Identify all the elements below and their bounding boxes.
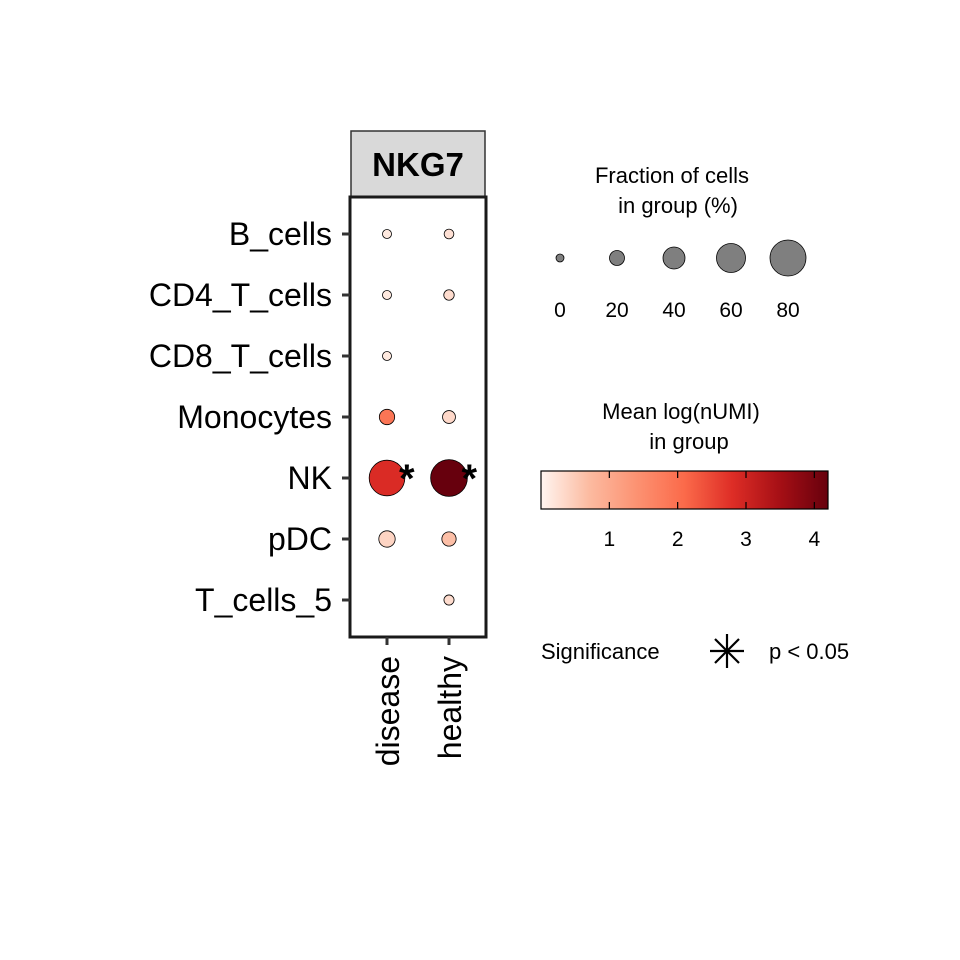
size-legend-label: 60 (719, 299, 742, 322)
significance-marker: * (399, 457, 415, 501)
size-legend-label: 80 (776, 299, 799, 322)
data-point-b-cells-disease (382, 229, 392, 239)
colorbar-label: 4 (808, 528, 820, 551)
x-tick-label-disease: disease (370, 656, 406, 766)
significance-legend-title: Significance (541, 639, 660, 664)
points-layer: * * (368, 228, 478, 606)
y-axis: B_cells CD4_T_cells CD8_T_cells Monocytes NK… (149, 216, 350, 618)
size-legend-keys: 0 20 40 60 80 (554, 239, 807, 322)
size-legend-dot (716, 243, 746, 273)
size-legend-dot (609, 250, 625, 266)
color-legend: Mean log(nUMI) in group 1 2 3 4 (540, 399, 829, 551)
y-tick-label-cd8-t-cells: CD8_T_cells (149, 338, 332, 374)
size-legend-label: 40 (662, 299, 685, 322)
size-legend-dot (662, 246, 686, 270)
significance-marker: * (462, 457, 478, 501)
data-point-t-cells-5-healthy (443, 594, 455, 606)
colorbar (540, 470, 829, 510)
panel-border (348, 195, 488, 639)
y-tick-label-nk: NK (288, 460, 332, 496)
y-tick-label-pdc: pDC (268, 521, 332, 557)
size-legend: Fraction of cells in group (%) 0 20 40 60 80 (554, 163, 807, 322)
x-tick-label-healthy: healthy (432, 656, 468, 759)
data-point-cd4-t-cells-disease (382, 290, 392, 300)
x-axis: disease healthy (370, 637, 468, 766)
facet-strip-label: NKG7 (372, 146, 464, 183)
colorbar-label: 3 (740, 528, 752, 551)
color-legend-title-line2: in group (649, 429, 729, 454)
data-point-pdc-healthy (441, 531, 457, 547)
facet-strip-background (350, 130, 486, 198)
y-tick-label-b-cells: B_cells (229, 216, 332, 252)
colorbar-label: 1 (603, 528, 615, 551)
y-tick-label-monocytes: Monocytes (177, 399, 332, 435)
significance-legend-label: p < 0.05 (769, 639, 849, 664)
data-point-b-cells-healthy (443, 228, 455, 240)
data-point-cd4-t-cells-healthy (443, 289, 455, 301)
data-point-monocytes-disease (378, 408, 396, 426)
size-legend-dot (769, 239, 807, 277)
data-point-nk-healthy (430, 459, 468, 497)
color-legend-title-line1: Mean log(nUMI) (602, 399, 760, 424)
data-point-monocytes-healthy (442, 410, 456, 424)
asterisk-icon (710, 634, 744, 668)
data-point-cd8-t-cells-disease (382, 351, 392, 361)
facet-strip: NKG7 (350, 130, 486, 198)
colorbar-ticks: 1 2 3 4 (603, 471, 820, 551)
y-tick-label-t-cells-5: T_cells_5 (195, 582, 332, 618)
y-tick-label-cd4-t-cells: CD4_T_cells (149, 277, 332, 313)
data-point-nk-disease (368, 459, 406, 497)
size-legend-dot (555, 253, 565, 263)
size-legend-title-line2: in group (%) (618, 193, 738, 218)
significance-legend: Significance p < 0.05 (541, 634, 849, 668)
data-point-pdc-disease (378, 530, 396, 548)
size-legend-label: 0 (554, 299, 566, 322)
size-legend-label: 20 (605, 299, 628, 322)
size-legend-title-line1: Fraction of cells (595, 163, 749, 188)
colorbar-label: 2 (672, 528, 684, 551)
